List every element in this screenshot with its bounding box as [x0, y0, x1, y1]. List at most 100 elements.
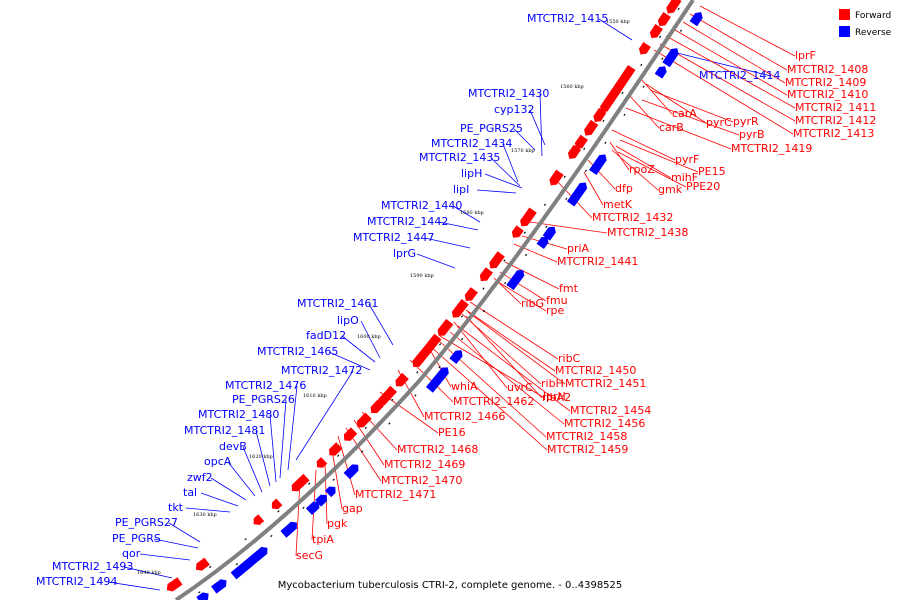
gene-label-mtctri2-1447[interactable]: MTCTRI2_1447: [353, 231, 434, 244]
reverse-gene-feature[interactable]: [324, 486, 336, 498]
gene-label-mtctri2-1468[interactable]: MTCTRI2_1468: [397, 443, 478, 456]
gene-label-pe-pgrs[interactable]: PE_PGRS: [112, 532, 161, 545]
reverse-gene-feature[interactable]: [662, 48, 679, 68]
gene-label-gmk[interactable]: gmk: [658, 183, 683, 196]
gene-label-pria[interactable]: priA: [567, 242, 590, 255]
forward-gene-feature[interactable]: [412, 348, 430, 368]
gene-label-mtctri2-1410[interactable]: MTCTRI2_1410: [787, 88, 868, 101]
gene-label-opca[interactable]: opcA: [204, 455, 232, 468]
forward-gene-feature[interactable]: [253, 514, 265, 526]
gene-label-metk[interactable]: metK: [603, 198, 633, 211]
gene-label-fmu[interactable]: fmu: [546, 294, 568, 307]
forward-gene-feature[interactable]: [479, 267, 493, 282]
reverse-gene-feature[interactable]: [211, 579, 227, 594]
gene-label-pe-pgrs27[interactable]: PE_PGRS27: [115, 516, 178, 529]
gene-label-lprf[interactable]: lprF: [795, 49, 816, 62]
forward-gene-feature[interactable]: [370, 399, 385, 414]
forward-gene-feature[interactable]: [195, 557, 210, 571]
gene-label-mtctri2-1462[interactable]: MTCTRI2_1462: [453, 395, 534, 408]
gene-label-mtctri2-1476[interactable]: MTCTRI2_1476: [225, 379, 306, 392]
gene-label-pyrf[interactable]: pyrF: [675, 153, 699, 166]
forward-gene-feature[interactable]: [666, 0, 682, 14]
gene-label-mihf[interactable]: mihF: [671, 171, 698, 184]
gene-label-rpoz[interactable]: rpoZ: [629, 163, 655, 176]
gene-label-tkt[interactable]: tkt: [168, 501, 184, 514]
forward-gene-feature[interactable]: [584, 119, 599, 136]
gene-label-pe-pgrs25[interactable]: PE_PGRS25: [460, 122, 523, 135]
gene-label-mtctri2-1411[interactable]: MTCTRI2_1411: [795, 101, 876, 114]
gene-label-pe16[interactable]: PE16: [438, 426, 466, 439]
gene-label-zwf2[interactable]: zwf2: [187, 471, 213, 484]
forward-gene-feature[interactable]: [464, 287, 478, 301]
gene-label-ppe20[interactable]: PPE20: [686, 180, 720, 193]
gene-label-mtctri2-1466[interactable]: MTCTRI2_1466: [424, 410, 505, 423]
gene-label-pyrb[interactable]: pyrB: [739, 128, 765, 141]
forward-gene-feature[interactable]: [549, 169, 564, 186]
gene-label-mtctri2-1441[interactable]: MTCTRI2_1441: [557, 255, 638, 268]
reverse-gene-feature[interactable]: [314, 494, 327, 507]
forward-gene-feature[interactable]: [437, 318, 454, 336]
forward-gene-feature[interactable]: [356, 412, 372, 428]
gene-label-ribc[interactable]: ribC: [558, 352, 581, 365]
gene-label-mtctri2-1470[interactable]: MTCTRI2_1470: [381, 474, 462, 487]
gene-label-mtctri2-1413[interactable]: MTCTRI2_1413: [793, 127, 874, 140]
forward-gene-feature[interactable]: [520, 207, 537, 227]
reverse-gene-feature[interactable]: [566, 192, 581, 207]
gene-label-mtctri2-1494[interactable]: MTCTRI2_1494: [36, 575, 117, 588]
gene-label-mtctri2-1480[interactable]: MTCTRI2_1480: [198, 408, 279, 421]
gene-label-dfp[interactable]: dfp: [615, 182, 633, 195]
gene-label-mtctri2-1440[interactable]: MTCTRI2_1440: [381, 199, 462, 212]
gene-label-lprg[interactable]: lprG: [393, 247, 416, 260]
reverse-gene-feature[interactable]: [196, 592, 209, 600]
gene-label-rpe[interactable]: rpe: [546, 304, 565, 317]
reverse-gene-feature[interactable]: [280, 521, 297, 538]
gene-label-ribg[interactable]: ribG: [521, 297, 544, 310]
gene-label-mtctri2-1435[interactable]: MTCTRI2_1435: [419, 151, 500, 164]
gene-label-mtctri2-1432[interactable]: MTCTRI2_1432: [592, 211, 673, 224]
gene-label-pgk[interactable]: pgk: [327, 517, 348, 530]
gene-label-mtctri2-1469[interactable]: MTCTRI2_1469: [384, 458, 465, 471]
gene-label-mtctri2-1459[interactable]: MTCTRI2_1459: [547, 443, 628, 456]
forward-gene-feature[interactable]: [166, 577, 183, 592]
gene-label-lprh[interactable]: lprH: [543, 390, 566, 403]
gene-label-cara[interactable]: carA: [672, 107, 697, 120]
forward-gene-feature[interactable]: [378, 385, 397, 406]
gene-label-tal[interactable]: tal: [183, 486, 197, 499]
forward-gene-feature[interactable]: [574, 134, 588, 149]
gene-label-cyp132[interactable]: cyp132: [494, 103, 535, 116]
forward-gene-feature[interactable]: [343, 427, 358, 441]
forward-gene-feature[interactable]: [329, 442, 343, 456]
gene-label-mtctri2-1454[interactable]: MTCTRI2_1454: [570, 404, 651, 417]
gene-label-mtctri2-1414[interactable]: MTCTRI2_1414: [699, 69, 780, 82]
forward-gene-feature[interactable]: [649, 24, 663, 39]
gene-label-mtctri2-1493[interactable]: MTCTRI2_1493: [52, 560, 133, 573]
gene-label-secg[interactable]: secG: [296, 549, 323, 562]
forward-gene-feature[interactable]: [567, 144, 582, 159]
forward-gene-feature[interactable]: [451, 299, 469, 318]
reverse-gene-feature[interactable]: [506, 269, 525, 291]
gene-label-mtctri2-1451[interactable]: MTCTRI2_1451: [565, 377, 646, 390]
forward-gene-feature[interactable]: [421, 333, 442, 356]
gene-label-pe-pgrs26[interactable]: PE_PGRS26: [232, 393, 295, 406]
forward-gene-feature[interactable]: [638, 42, 651, 55]
reverse-gene-feature[interactable]: [230, 546, 268, 580]
gene-label-whia[interactable]: whiA: [451, 380, 478, 393]
forward-gene-feature[interactable]: [593, 107, 607, 122]
reverse-gene-feature[interactable]: [654, 66, 667, 79]
gene-label-mtctri2-1472[interactable]: MTCTRI2_1472: [281, 364, 362, 377]
forward-gene-feature[interactable]: [395, 372, 409, 387]
gene-label-mtctri2-1415[interactable]: MTCTRI2_1415: [527, 12, 608, 25]
forward-gene-feature[interactable]: [316, 457, 328, 468]
gene-label-fmt[interactable]: fmt: [559, 282, 579, 295]
gene-label-fadd12[interactable]: fadD12: [306, 329, 346, 342]
forward-gene-feature[interactable]: [511, 225, 524, 238]
forward-gene-feature[interactable]: [271, 498, 283, 510]
reverse-gene-feature[interactable]: [343, 464, 359, 480]
gene-label-mtctri2-1461[interactable]: MTCTRI2_1461: [297, 297, 378, 310]
gene-label-mtctri2-1450[interactable]: MTCTRI2_1450: [555, 364, 636, 377]
gene-label-devb[interactable]: devB: [219, 440, 247, 453]
gene-label-mtctri2-1408[interactable]: MTCTRI2_1408: [787, 63, 868, 76]
forward-gene-feature[interactable]: [291, 473, 310, 492]
gene-label-pe15[interactable]: PE15: [698, 165, 726, 178]
gene-label-lipi[interactable]: lipI: [453, 183, 469, 196]
